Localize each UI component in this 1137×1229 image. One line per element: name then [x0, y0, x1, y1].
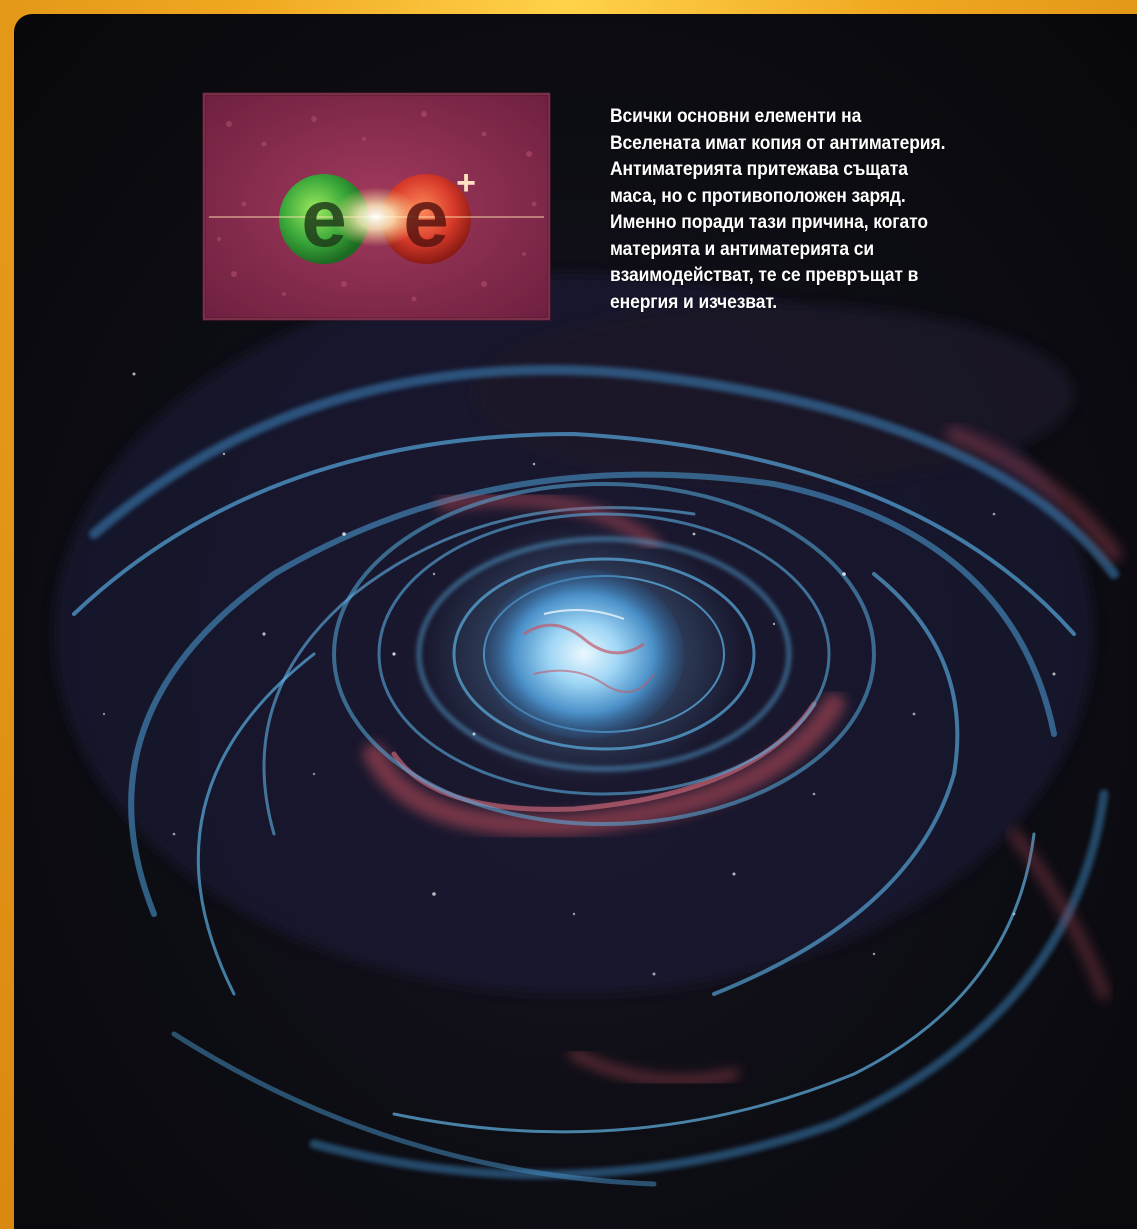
positron-symbol: e — [403, 173, 449, 264]
dark-panel: e e + Всички основни елементи на Вселена… — [14, 14, 1137, 1229]
positron-charge: + — [456, 164, 476, 202]
galaxy-core — [424, 524, 744, 784]
galaxy-illustration: e e + — [54, 92, 1122, 1187]
antimatter-inset: e e + — [202, 92, 551, 321]
spiral-arms — [72, 364, 1119, 1187]
inset-texture — [217, 111, 537, 302]
electron-symbol: e — [301, 173, 347, 264]
annihilation-flash — [331, 187, 421, 247]
starfield — [102, 372, 1056, 976]
caption-text: Всички основни елементи на Вселената има… — [610, 106, 946, 313]
